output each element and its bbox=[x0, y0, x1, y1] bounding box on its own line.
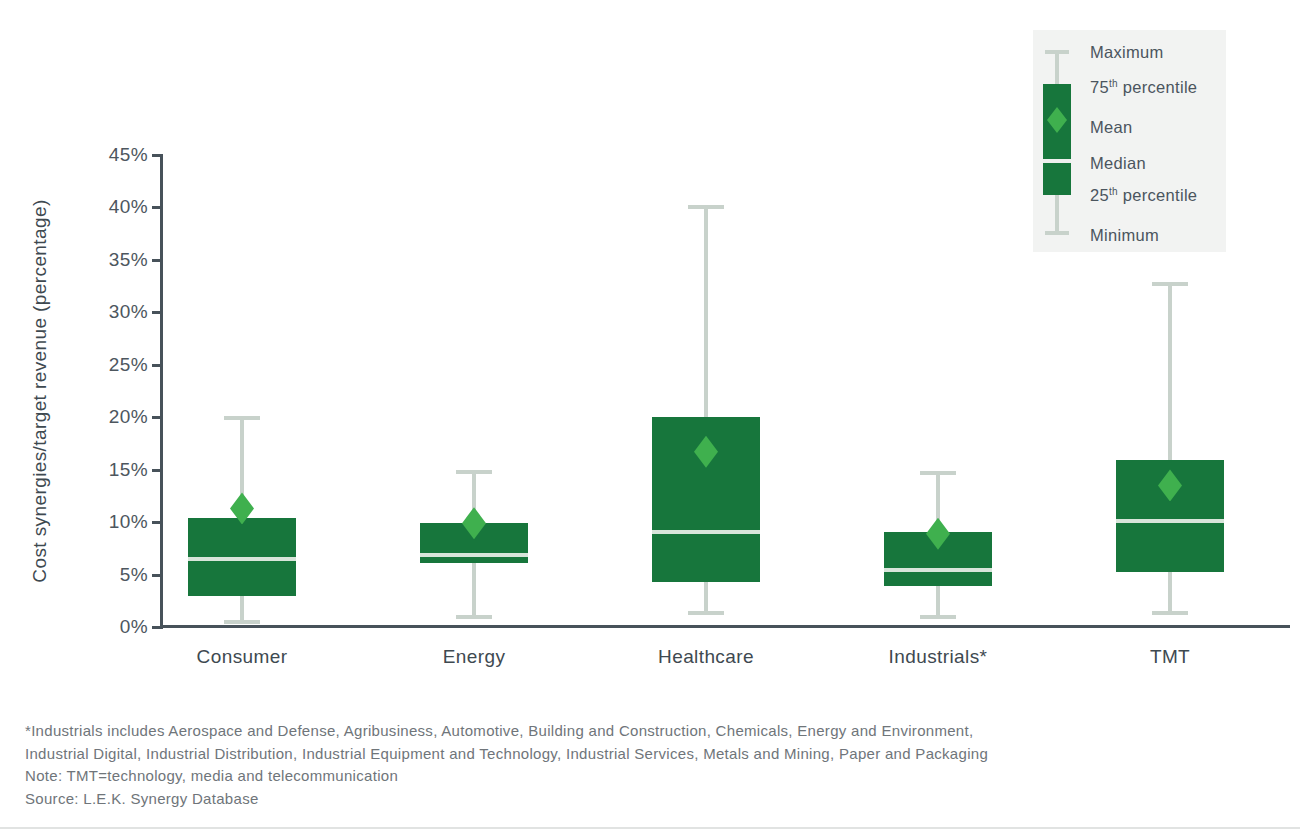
whisker-cap-max bbox=[1152, 282, 1188, 286]
footnotes: *Industrials includes Aerospace and Defe… bbox=[25, 720, 1285, 810]
y-tick-label: 0% bbox=[86, 615, 148, 639]
y-tick bbox=[152, 469, 163, 472]
y-tick-label: 20% bbox=[86, 405, 148, 429]
y-tick bbox=[152, 574, 163, 577]
y-tick bbox=[152, 154, 163, 157]
y-tick bbox=[152, 311, 163, 314]
legend-item-minimum: Minimum bbox=[1090, 226, 1159, 245]
x-category-label: TMT bbox=[1070, 644, 1270, 670]
y-axis-line bbox=[160, 155, 163, 628]
y-tick-label: 25% bbox=[86, 353, 148, 377]
legend-item-text: percentile bbox=[1118, 78, 1197, 96]
x-axis-line bbox=[160, 625, 1290, 628]
legend-item-sup: th bbox=[1109, 186, 1118, 197]
whisker-cap-min bbox=[456, 615, 492, 619]
legend-item-sup: th bbox=[1109, 78, 1118, 89]
legend: Maximum75th percentileMeanMedian25th per… bbox=[1033, 30, 1226, 252]
legend-cap-min bbox=[1045, 231, 1069, 235]
whisker-cap-max bbox=[224, 416, 260, 420]
x-category-label: Healthcare bbox=[606, 644, 806, 670]
y-tick bbox=[152, 416, 163, 419]
legend-item-text: Maximum bbox=[1090, 43, 1164, 61]
median-line bbox=[1116, 519, 1224, 523]
y-tick-label: 10% bbox=[86, 510, 148, 534]
y-tick bbox=[152, 259, 163, 262]
legend-median-line bbox=[1043, 159, 1071, 163]
whisker-cap-min bbox=[224, 620, 260, 624]
legend-item-text: 75 bbox=[1090, 78, 1109, 96]
whisker-cap-max bbox=[688, 205, 724, 209]
legend-iqr-box bbox=[1043, 84, 1071, 195]
median-line bbox=[420, 553, 528, 557]
legend-item-text: 25 bbox=[1090, 186, 1109, 204]
legend-cap-max bbox=[1045, 50, 1069, 54]
x-category-label: Industrials* bbox=[838, 644, 1038, 670]
y-tick-label: 5% bbox=[86, 563, 148, 587]
y-tick-label: 40% bbox=[86, 195, 148, 219]
median-line bbox=[652, 530, 760, 534]
legend-item-mean: Mean bbox=[1090, 118, 1132, 137]
x-category-label: Energy bbox=[374, 644, 574, 670]
legend-item-text: percentile bbox=[1118, 186, 1197, 204]
x-category-label: Consumer bbox=[142, 644, 342, 670]
y-tick-label: 35% bbox=[86, 248, 148, 272]
whisker-cap-max bbox=[920, 471, 956, 475]
legend-item-text: Minimum bbox=[1090, 226, 1159, 244]
whisker-cap-max bbox=[456, 470, 492, 474]
y-tick bbox=[152, 364, 163, 367]
footnote-line-note: Note: TMT=technology, media and telecomm… bbox=[25, 765, 1285, 788]
whisker-cap-min bbox=[920, 615, 956, 619]
legend-item-75-percentile: 75th percentile bbox=[1090, 78, 1197, 97]
chart-canvas: Cost synergies/target revenue (percentag… bbox=[0, 0, 1300, 829]
legend-item-text: Median bbox=[1090, 154, 1146, 172]
whisker-cap-min bbox=[688, 611, 724, 615]
median-line bbox=[188, 557, 296, 561]
legend-item-text: Mean bbox=[1090, 118, 1132, 136]
median-line bbox=[884, 568, 992, 572]
whisker-cap-min bbox=[1152, 611, 1188, 615]
legend-item-25-percentile: 25th percentile bbox=[1090, 186, 1197, 205]
y-tick bbox=[152, 626, 163, 629]
y-tick-label: 45% bbox=[86, 143, 148, 167]
y-tick-label: 30% bbox=[86, 300, 148, 324]
y-tick bbox=[152, 206, 163, 209]
y-tick-label: 15% bbox=[86, 458, 148, 482]
footnote-line-industrials-2: Industrial Digital, Industrial Distribut… bbox=[25, 743, 1285, 766]
legend-item-maximum: Maximum bbox=[1090, 43, 1164, 62]
footnote-line-industrials-1: *Industrials includes Aerospace and Defe… bbox=[25, 720, 1285, 743]
y-tick bbox=[152, 521, 163, 524]
footnote-line-source: Source: L.E.K. Synergy Database bbox=[25, 788, 1285, 811]
legend-item-median: Median bbox=[1090, 154, 1146, 173]
